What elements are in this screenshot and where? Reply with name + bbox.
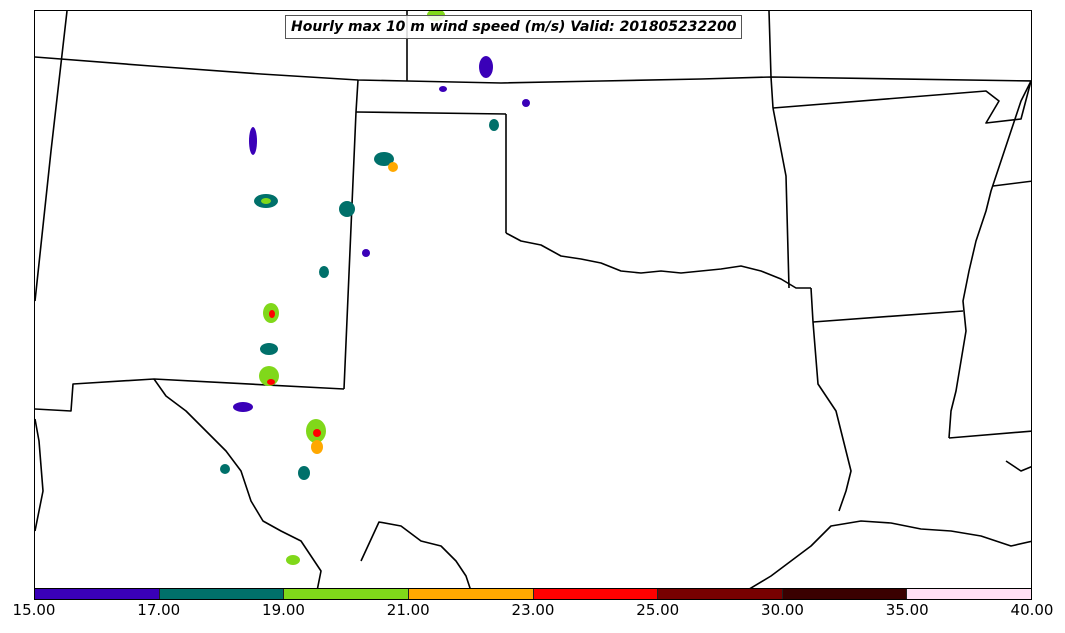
border-mississippi-river <box>948 80 1031 439</box>
border-colorado-kansas-north <box>35 56 1031 84</box>
border-nm-south <box>35 378 345 412</box>
colorbar-label-4: 23.00 <box>511 601 555 619</box>
map-panel <box>34 10 1032 590</box>
border-tx-la <box>810 287 852 512</box>
colorbar-segment-7 <box>907 589 1031 599</box>
map-title: Hourly max 10 m wind speed (m/s) Valid: … <box>285 15 743 39</box>
state-boundaries-map <box>35 11 1031 589</box>
colorbar-label-1: 17.00 <box>137 601 181 619</box>
border-ms-la <box>948 430 1031 439</box>
coastline-east <box>1005 460 1031 472</box>
border-arkansas-north <box>772 80 1031 124</box>
border-rio-grande-lower <box>360 521 472 589</box>
colorbar-segment-6 <box>782 589 908 599</box>
colorbar-label-8: 40.00 <box>1010 601 1054 619</box>
wind-speed-contours <box>220 11 530 565</box>
state-borders <box>35 11 1031 589</box>
colorbar-labels: 15.00 17.00 19.00 21.00 23.00 25.00 30.00 35.00… <box>0 601 1065 625</box>
colorbar-label-6: 30.00 <box>761 601 804 619</box>
border-tn-ms <box>992 180 1031 187</box>
colorbar-segment-4 <box>533 589 659 599</box>
colorbar-segment-1 <box>159 589 285 599</box>
border-west <box>35 11 68 302</box>
colorbar-segment-3 <box>408 589 534 599</box>
colorbar-label-3: 21.00 <box>386 601 430 619</box>
border-rio-grande-upper <box>153 378 322 589</box>
border-ks-mo <box>768 11 774 109</box>
colorbar-segment-5 <box>658 589 783 599</box>
border-ok-east <box>772 107 790 289</box>
border-sw-coast <box>35 418 44 532</box>
border-ar-la <box>812 310 964 323</box>
colorbar <box>34 588 1032 600</box>
border-nm-east <box>343 79 359 390</box>
colorbar-label-5: 25.00 <box>636 601 680 619</box>
border-red-river <box>505 232 811 289</box>
colorbar-label-2: 19.00 <box>262 601 305 619</box>
colorbar-label-0: 15.00 <box>12 601 56 619</box>
border-ok-panhandle-top <box>355 111 507 115</box>
coastline-gulf <box>747 520 1031 589</box>
colorbar-label-7: 35.00 <box>885 601 929 619</box>
colorbar-segment-0 <box>35 589 160 599</box>
colorbar-segment-2 <box>284 589 409 599</box>
